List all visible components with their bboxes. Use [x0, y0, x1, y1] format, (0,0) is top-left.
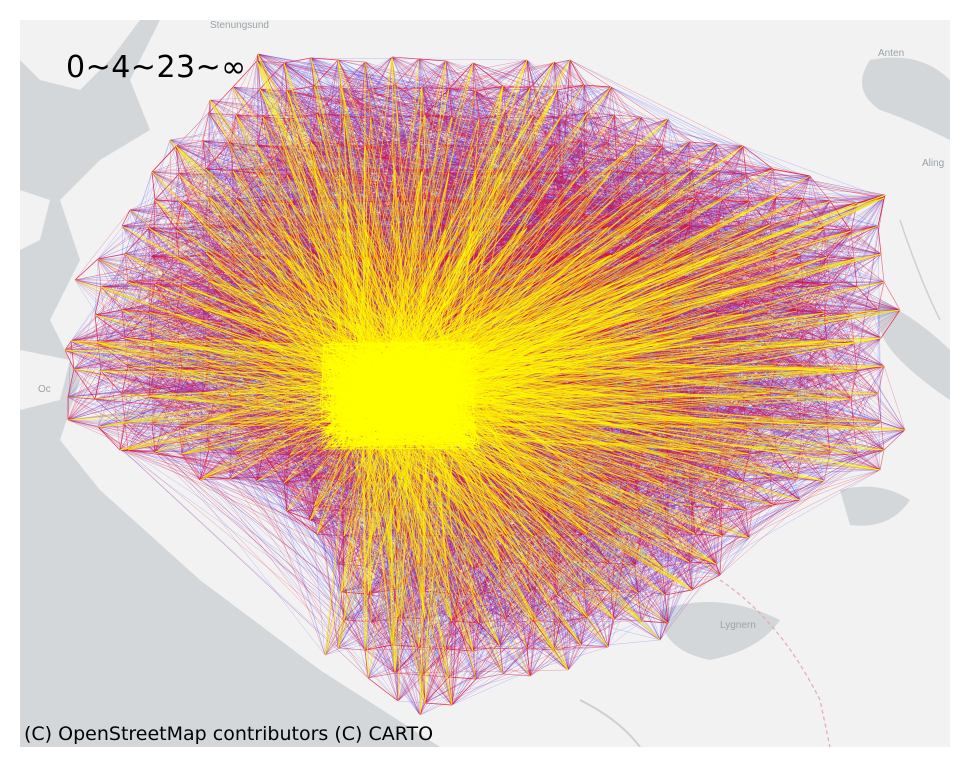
flow-edge-far	[394, 429, 906, 674]
flow-edge-far	[634, 144, 696, 367]
roads	[579, 219, 941, 747]
flow-edge-far	[691, 337, 855, 428]
flow-edge-far	[367, 425, 421, 716]
flow-edge-far	[94, 398, 345, 621]
flow-edge-far	[775, 197, 885, 282]
flow-edge-far	[151, 59, 571, 173]
flow-edge-far	[202, 476, 504, 675]
flow-edge-far	[637, 172, 693, 255]
flow-edge-far	[640, 175, 811, 622]
flow-edge-far	[472, 566, 528, 649]
place-label-oc: Oc	[38, 384, 51, 395]
flow-edge-far	[580, 224, 774, 338]
flow-edge-far	[640, 450, 804, 538]
flow-edge-far	[475, 339, 720, 680]
flow-edge-far	[397, 59, 571, 282]
flow-edge-far	[553, 452, 831, 651]
flow-edge-far	[448, 88, 582, 142]
flow-edge-far	[556, 509, 661, 641]
flow-edge-far	[235, 87, 531, 200]
flow-edge-far	[499, 645, 528, 649]
flow-edge-far	[745, 173, 825, 398]
flow-edge-far	[67, 419, 480, 540]
flow-edge-far	[529, 171, 750, 455]
place-label-anten: Anten	[878, 48, 904, 59]
flow-edge-far	[748, 429, 906, 455]
flow-edge-far	[556, 89, 615, 116]
flow-edge-far	[316, 113, 453, 118]
flow-edge-far	[343, 86, 423, 285]
basemap: Stenungsund Anten Aling Lygnern Oc	[20, 20, 950, 747]
flow-edge-far	[559, 620, 642, 623]
flow-edge-far	[445, 424, 828, 650]
flow-edge-far	[580, 140, 825, 398]
flow-edge-far	[505, 478, 798, 619]
flow-edge-far	[809, 175, 879, 311]
flow-edge-far	[256, 60, 501, 143]
flow-edge-far	[154, 367, 258, 482]
flow-edge-far	[640, 507, 720, 622]
flow-edge-far	[877, 393, 881, 471]
flow-edge-far	[640, 116, 717, 145]
place-label-lygnern: Lygnern	[720, 620, 756, 631]
flow-edge-far	[559, 201, 720, 425]
flow-edge-far	[310, 57, 828, 258]
flow-edge-far	[610, 225, 690, 340]
flow-edge-far	[559, 117, 666, 176]
flow-edge-far	[688, 141, 855, 260]
flow-edge-far	[586, 112, 747, 343]
flow-edge-far	[97, 342, 123, 395]
flow-edge-far	[232, 338, 369, 595]
flow-edge-far	[607, 454, 858, 648]
map-canvas[interactable]: Stenungsund Anten Aling Lygnern Oc 0~4~2…	[20, 20, 950, 747]
flow-edge-far	[121, 309, 261, 426]
flow-edge-far	[556, 144, 636, 259]
flow-edge-far	[97, 140, 393, 260]
flow-edge-far	[586, 537, 750, 618]
flow-edge-far	[418, 58, 747, 259]
place-label-aling: Aling	[922, 158, 944, 169]
flow-edge-far	[367, 118, 480, 259]
flow-edge-far	[445, 60, 474, 148]
flow-edge-far	[283, 62, 528, 145]
flow-edge-far	[424, 534, 588, 618]
flow-edge-far	[637, 172, 747, 175]
flow-edge-far	[505, 533, 615, 536]
place-label-stenungsund: Stenungsund	[210, 20, 269, 31]
flow-edge-far	[337, 59, 774, 170]
flow-edge-far	[259, 424, 326, 656]
flow-edge-far	[286, 90, 534, 117]
flow-edge-far	[316, 197, 717, 229]
flow-edge-far	[124, 171, 153, 255]
flow-edge-far	[364, 61, 774, 254]
flow-edge-far	[283, 482, 372, 623]
flow-edge-far	[418, 59, 571, 144]
flow-edge-far	[202, 476, 423, 676]
flow-edge-far	[529, 173, 747, 593]
flow-edge-far	[129, 209, 150, 397]
flow-edge-far	[391, 56, 558, 259]
flow-edge-far	[124, 397, 177, 423]
lakes	[660, 57, 950, 660]
